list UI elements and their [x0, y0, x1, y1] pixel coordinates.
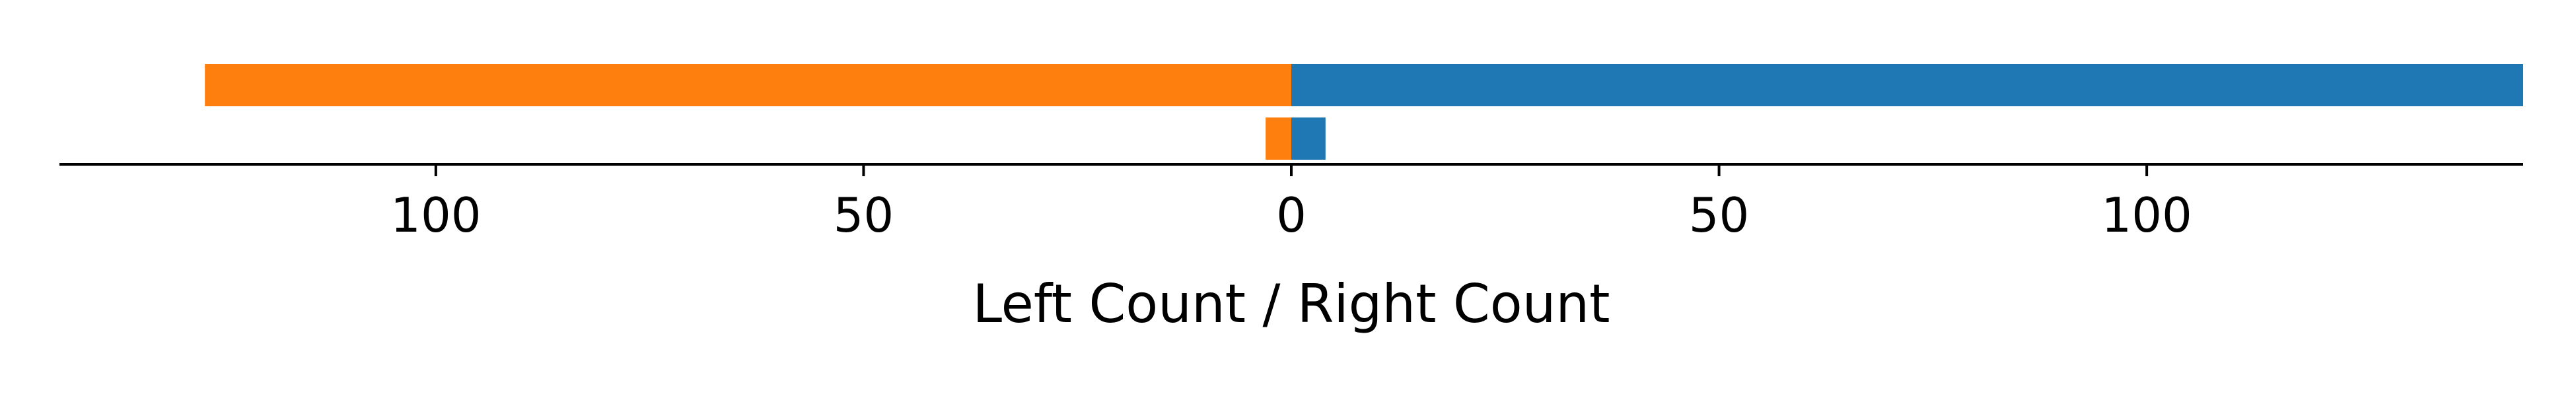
- bar-right-row-1: [1291, 64, 2523, 106]
- bar-left-row-2: [1266, 117, 1291, 160]
- x-axis-label: Left Count / Right Count: [973, 273, 1610, 335]
- bar-right-row-2: [1291, 117, 1326, 160]
- x-tick-label: 50: [1689, 187, 1750, 243]
- bars-layer: [205, 64, 2523, 160]
- x-tick-label: 50: [834, 187, 894, 243]
- x-tick-label: 0: [1276, 187, 1306, 243]
- x-axis-ticks: 100 50 0 50 100: [390, 164, 2192, 243]
- x-tick-label: 100: [2101, 187, 2192, 243]
- bar-left-row-1: [205, 64, 1292, 106]
- x-tick-label: 100: [390, 187, 481, 243]
